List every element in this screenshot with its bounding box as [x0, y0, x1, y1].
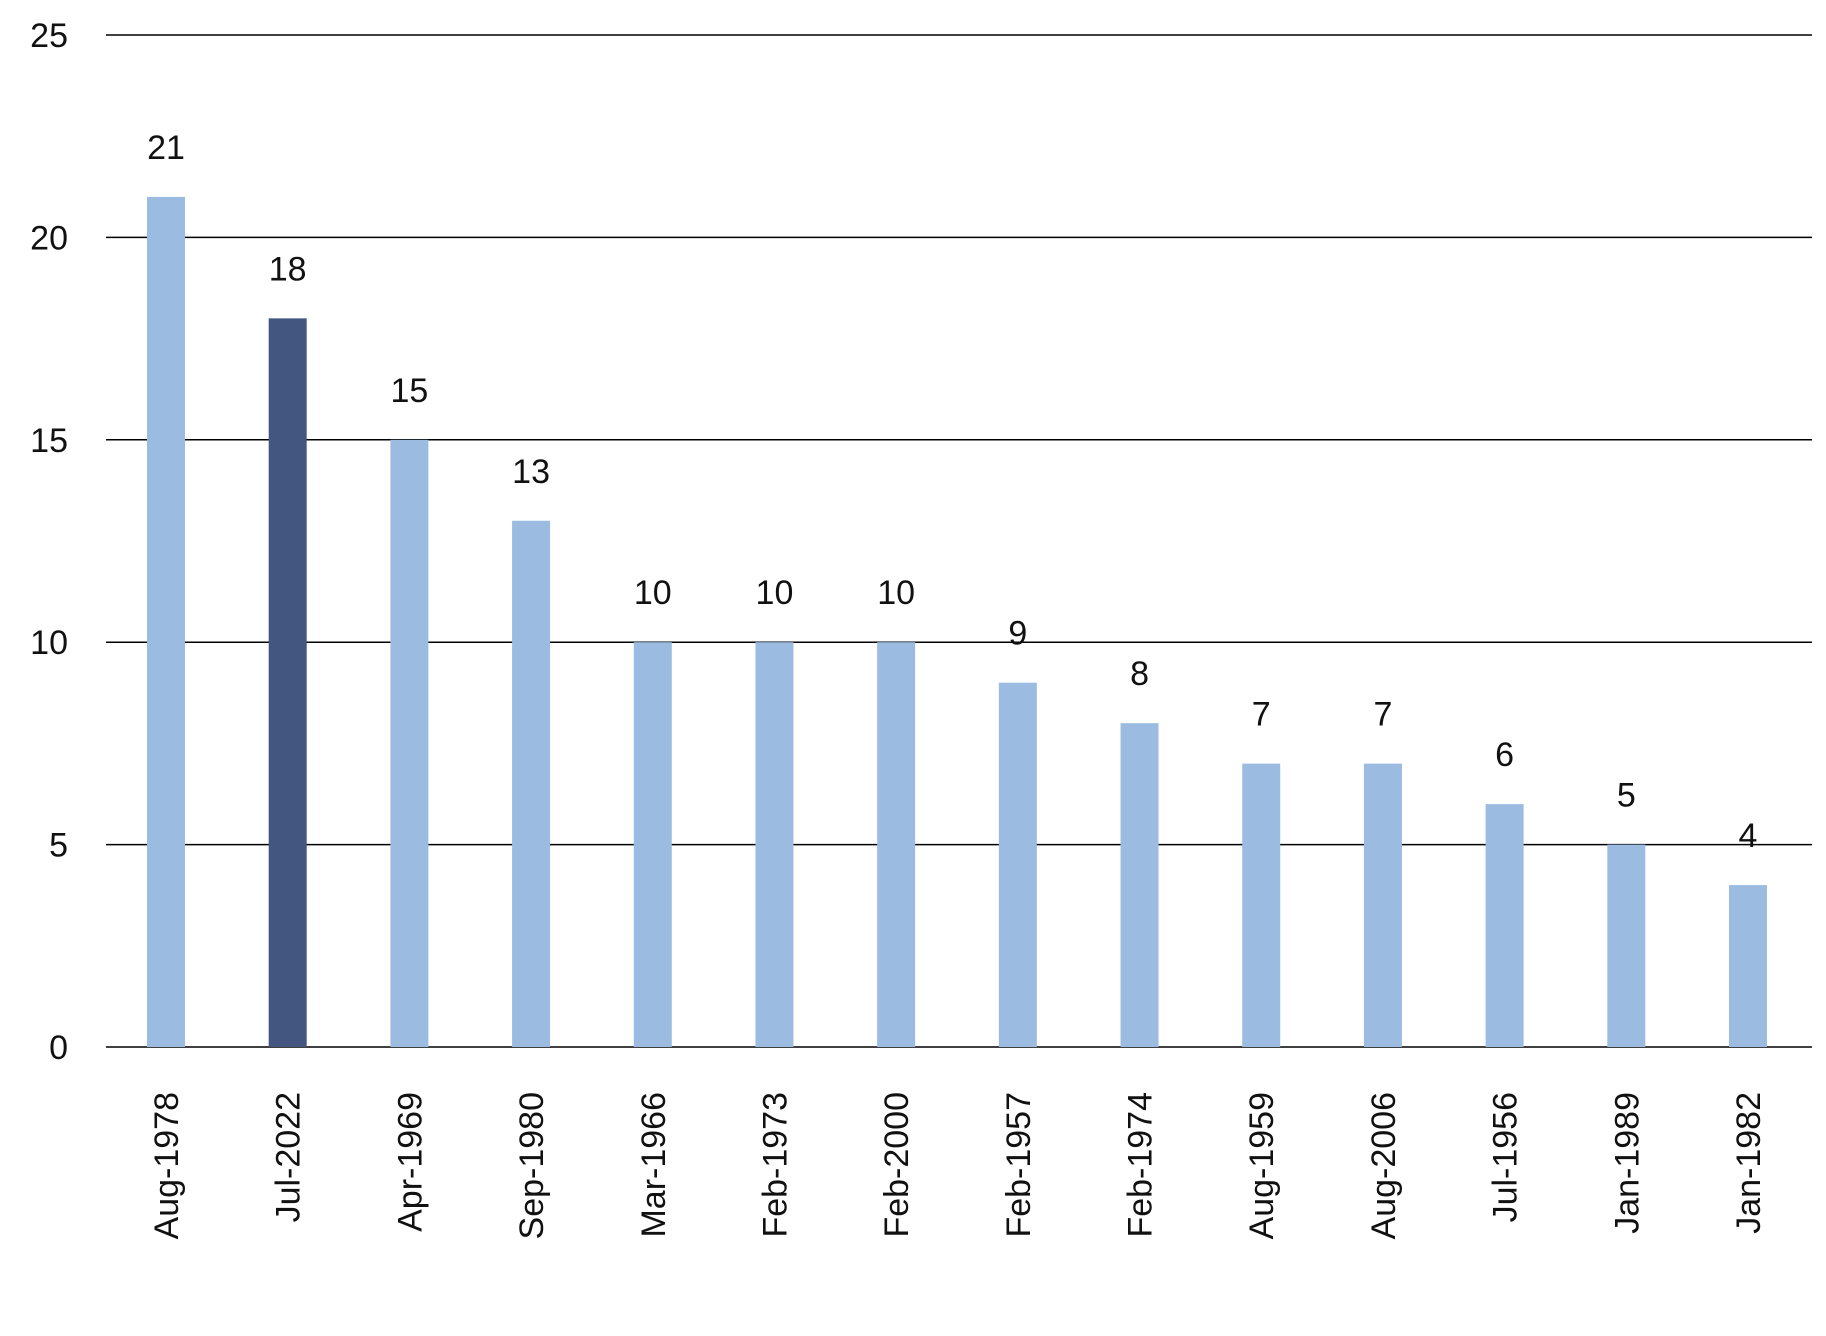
x-category-label: Jan-1982 — [1730, 1092, 1768, 1234]
data-label: 8 — [1130, 655, 1149, 693]
y-axis-ticks: 0 5 10 15 20 25 — [30, 17, 68, 1067]
gridlines — [106, 34, 1812, 1048]
y-tick-label: 0 — [49, 1029, 68, 1067]
data-label: 10 — [877, 574, 915, 612]
bar — [1363, 763, 1402, 1047]
data-label: 10 — [756, 574, 794, 612]
data-label: 15 — [390, 372, 428, 410]
y-tick-label: 10 — [30, 624, 68, 662]
y-tick-label: 5 — [49, 827, 68, 865]
x-category-label: Feb-1973 — [756, 1092, 794, 1238]
bar — [1242, 763, 1281, 1047]
bar — [268, 318, 307, 1047]
x-axis-categories: Aug-1978 Jul-2022 Apr-1969 Sep-1980 Mar-1966… — [148, 1092, 1768, 1239]
x-category-label: Apr-1969 — [391, 1092, 429, 1232]
data-label: 10 — [634, 574, 672, 612]
data-labels: 21 18 15 13 10 10 10 9 8 7 7 6 5 4 — [147, 129, 1757, 855]
x-category-label: Jan-1989 — [1608, 1092, 1646, 1234]
bar — [390, 439, 429, 1047]
y-tick-label: 25 — [30, 17, 68, 55]
x-category-label: Sep-1980 — [513, 1092, 551, 1239]
x-category-label: Feb-1957 — [1000, 1092, 1038, 1238]
data-label: 18 — [269, 250, 307, 288]
data-label: 5 — [1617, 777, 1636, 815]
bar — [1485, 804, 1524, 1047]
x-category-label: Jul-1956 — [1487, 1092, 1525, 1222]
x-category-label: Aug-1978 — [148, 1092, 186, 1239]
bar — [512, 520, 551, 1047]
bar — [147, 196, 185, 1048]
x-category-label: Feb-2000 — [878, 1092, 916, 1238]
data-label: 4 — [1739, 817, 1758, 855]
bars — [147, 196, 1767, 1048]
data-label: 13 — [512, 453, 550, 491]
x-category-label: Jul-2022 — [270, 1092, 308, 1222]
x-category-label: Feb-1974 — [1122, 1092, 1160, 1238]
bar — [755, 642, 794, 1047]
bar — [1120, 723, 1159, 1047]
data-label: 21 — [147, 129, 185, 167]
bar — [633, 642, 672, 1047]
data-label: 9 — [1008, 615, 1027, 653]
bar — [1729, 885, 1767, 1047]
bar — [1607, 844, 1646, 1047]
x-category-label: Aug-1959 — [1243, 1092, 1281, 1239]
x-category-label: Mar-1966 — [635, 1092, 673, 1238]
data-label: 6 — [1495, 736, 1514, 774]
data-label: 7 — [1252, 696, 1271, 734]
y-tick-label: 15 — [30, 422, 68, 460]
bar — [998, 682, 1037, 1047]
data-label: 7 — [1373, 696, 1392, 734]
bar — [877, 642, 916, 1047]
y-tick-label: 20 — [30, 219, 68, 257]
x-category-label: Aug-2006 — [1365, 1092, 1403, 1239]
